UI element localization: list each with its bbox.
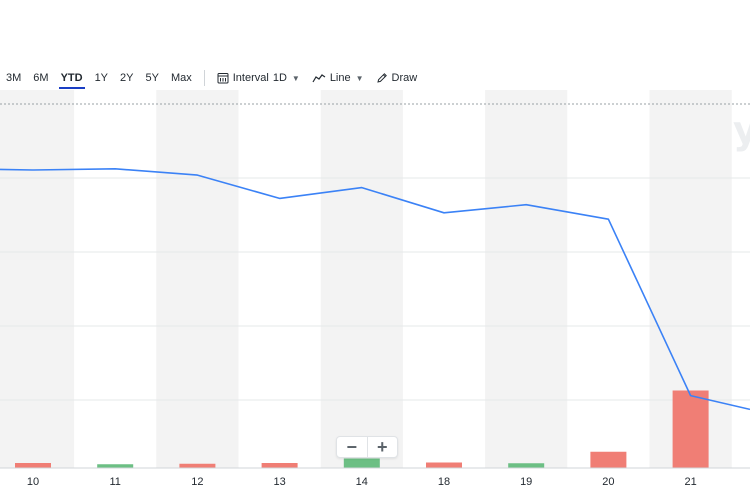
- calendar-icon: [217, 73, 229, 84]
- x-tick-label: 20: [602, 476, 614, 488]
- x-tick-label: 21: [684, 476, 696, 488]
- volume-bar[interactable]: [97, 464, 134, 468]
- volume-bar[interactable]: [590, 451, 627, 468]
- price-chart-svg[interactable]: 10 11 12 13 14 18 19 20 21: [0, 90, 750, 500]
- chart-toolbar: 3M 6M YTD 1Y 2Y 5Y Max Interval 1D ▼ Line ▼ Dr…: [0, 66, 750, 90]
- interval-value: 1D: [272, 72, 287, 84]
- chevron-down-icon: ▼: [355, 73, 364, 83]
- range-button-3m[interactable]: 3M: [6, 72, 22, 84]
- x-tick-label: 19: [520, 476, 532, 488]
- range-button-2y[interactable]: 2Y: [120, 72, 134, 84]
- zoom-control: − +: [336, 436, 398, 458]
- range-button-5y[interactable]: 5Y: [145, 72, 159, 84]
- volume-bar[interactable]: [672, 390, 709, 469]
- zoom-out-button[interactable]: −: [346, 437, 357, 457]
- interval-button[interactable]: Interval 1D ▼: [211, 67, 306, 89]
- volume-bar[interactable]: [426, 462, 462, 469]
- range-selector: 3M 6M YTD 1Y 2Y 5Y Max: [0, 67, 198, 89]
- volume-bar[interactable]: [179, 463, 216, 468]
- draw-label: Draw: [391, 72, 418, 84]
- price-line[interactable]: [0, 168, 750, 411]
- volume-bar[interactable]: [261, 463, 298, 468]
- line-chart-icon: [312, 74, 326, 83]
- x-tick-label: 12: [191, 476, 203, 488]
- x-tick-label: 11: [109, 476, 120, 488]
- range-button-max[interactable]: Max: [170, 72, 192, 84]
- pencil-icon: [376, 73, 387, 83]
- grid-band: [485, 90, 568, 468]
- grid-band: [0, 90, 75, 468]
- range-button-1y[interactable]: 1Y: [94, 72, 109, 84]
- x-tick-label: 13: [273, 476, 285, 488]
- volume-bar[interactable]: [508, 463, 545, 468]
- watermark-logo: y: [733, 108, 750, 152]
- chevron-down-icon: ▼: [291, 73, 300, 83]
- price-chart[interactable]: 10 11 12 13 14 18 19 20 21: [0, 90, 750, 500]
- x-tick-label: 10: [27, 476, 39, 488]
- grid-band: [156, 90, 239, 468]
- range-button-6m[interactable]: 6M: [33, 72, 49, 84]
- volume-bar[interactable]: [15, 463, 51, 468]
- chart-type-label: Line: [329, 72, 351, 84]
- range-button-ytd[interactable]: YTD: [55, 67, 89, 89]
- x-tick-label: 14: [356, 476, 368, 488]
- chart-type-button[interactable]: Line ▼: [306, 67, 370, 89]
- draw-button[interactable]: Draw: [370, 67, 424, 89]
- zoom-in-button[interactable]: +: [366, 437, 398, 457]
- interval-label: Interval: [232, 72, 269, 84]
- x-tick-label: 18: [438, 476, 450, 488]
- toolbar-divider: [203, 70, 205, 86]
- volume-bar[interactable]: [343, 458, 380, 469]
- grid-band: [320, 90, 403, 468]
